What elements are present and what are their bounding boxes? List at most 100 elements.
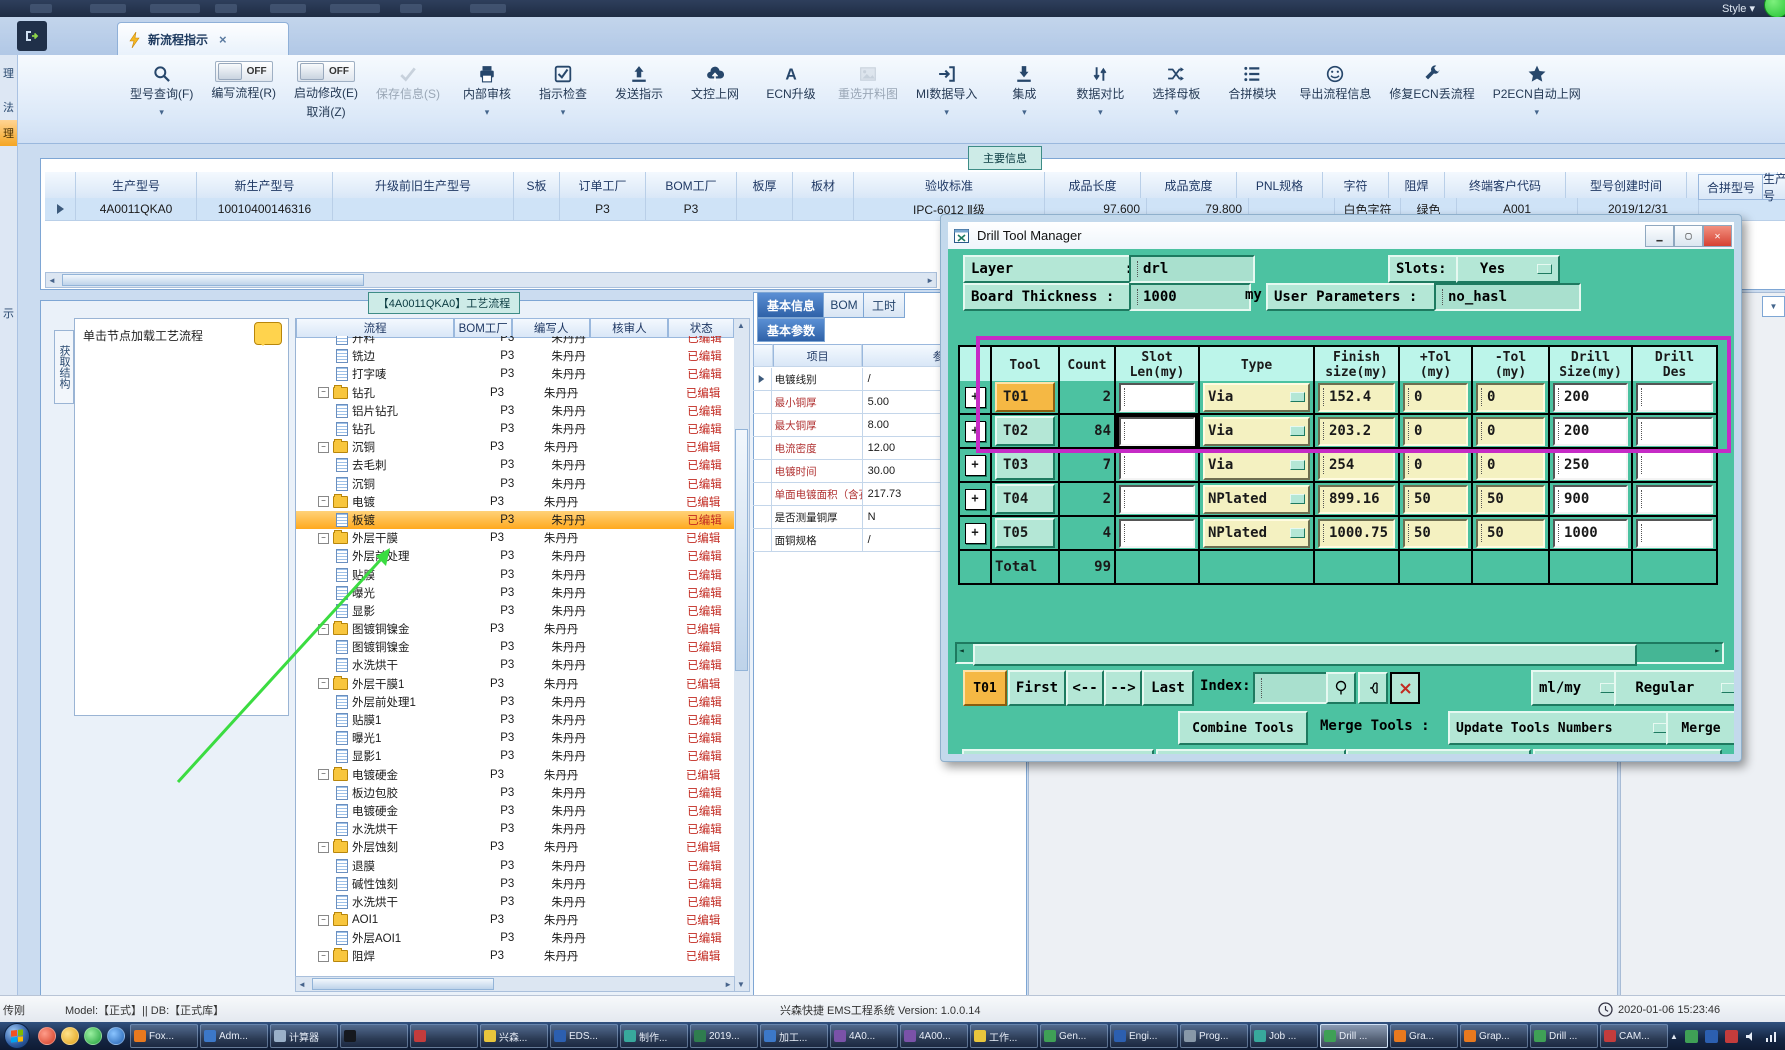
tree-row-贴膜[interactable]: 贴膜 P3 朱丹丹 已编辑	[296, 565, 734, 583]
tree-node[interactable]: − 阻焊	[296, 947, 470, 965]
highlight-icon[interactable]	[1326, 672, 1356, 704]
apply-button[interactable]: Apply	[962, 749, 1154, 754]
tree-row-去毛刺[interactable]: 去毛刺 P3 朱丹丹 已编辑	[296, 456, 734, 474]
drill-des-input[interactable]	[1636, 416, 1713, 446]
tree-node[interactable]: − 外层干膜	[296, 529, 470, 547]
type-select[interactable]: NPlated	[1203, 484, 1310, 514]
taskbar-button-Grap[interactable]: Grap...	[1460, 1024, 1528, 1048]
combine-tools-button[interactable]: Combine Tools	[1178, 711, 1308, 745]
side-strip-tab[interactable]: 示	[3, 308, 14, 320]
type-select[interactable]: Via	[1203, 382, 1310, 412]
minus-tol-input[interactable]: 0	[1476, 416, 1545, 446]
expand-icon[interactable]: −	[318, 623, 329, 635]
drill-size-input[interactable]: 900	[1553, 484, 1628, 514]
main-column-header[interactable]: S板	[514, 172, 560, 199]
tray-shield-icon[interactable]	[1684, 1029, 1698, 1043]
tree-node[interactable]: 曝光	[296, 584, 481, 602]
slot-len-input[interactable]	[1119, 450, 1195, 480]
calc-drills-button[interactable]: Calc Drills	[1156, 749, 1346, 754]
tree-node[interactable]: 铣边	[296, 347, 481, 365]
tree-row-图镀铜镍金[interactable]: − 图镀铜镍金 P3 朱丹丹 已编辑	[296, 620, 734, 638]
ribbon-item-文控上网[interactable]: 文控上网	[686, 61, 744, 102]
drill-des-input[interactable]	[1636, 518, 1713, 548]
main-column-header[interactable]: PNL规格	[1237, 172, 1323, 199]
tree-row-沉铜[interactable]: 沉铜 P3 朱丹丹 已编辑	[296, 475, 734, 493]
taskbar-button-Adm[interactable]: Adm...	[200, 1024, 268, 1048]
minus-tol-input[interactable]: 50	[1476, 518, 1545, 548]
ribbon-item-修复ECN丢流程[interactable]: 修复ECN丢流程	[1389, 61, 1475, 102]
expand-icon[interactable]: −	[318, 532, 329, 544]
type-select[interactable]: NPlated	[1203, 518, 1310, 548]
drill-des-input[interactable]	[1636, 484, 1713, 514]
tree-node[interactable]: 碱性蚀刻	[296, 875, 481, 893]
tree-row-退膜[interactable]: 退膜 P3 朱丹丹 已编辑	[296, 856, 734, 874]
taskbar-button-Gra[interactable]: Gra...	[1390, 1024, 1458, 1048]
tree-vscrollbar[interactable]: ▲ ▼	[733, 318, 750, 992]
taskbar-button-Drill[interactable]: Drill ...	[1530, 1024, 1598, 1048]
tree-node[interactable]: 沉铜	[296, 475, 481, 493]
slot-len-input[interactable]	[1116, 415, 1198, 447]
tree-row-钻孔[interactable]: 钻孔 P3 朱丹丹 已编辑	[296, 420, 734, 438]
drill-tool-cell[interactable]: T05	[992, 517, 1060, 551]
sidetab-get-structure[interactable]: 获取结构	[54, 330, 74, 404]
tree-row-外层蚀刻[interactable]: − 外层蚀刻 P3 朱丹丹 已编辑	[296, 838, 734, 856]
main-table-cell[interactable]: P3	[560, 198, 646, 221]
tree-row-碱性蚀刻[interactable]: 碱性蚀刻 P3 朱丹丹 已编辑	[296, 875, 734, 893]
tree-node[interactable]: 退膜	[296, 856, 481, 874]
slot-len-input[interactable]	[1119, 484, 1195, 514]
last-button[interactable]: Last	[1142, 670, 1194, 706]
taskbar-button-EDS[interactable]: EDS...	[550, 1024, 618, 1048]
drill-size-input[interactable]: 250	[1553, 450, 1628, 480]
taskbar-button[interactable]	[410, 1024, 478, 1048]
tree-row-铣边[interactable]: 铣边 P3 朱丹丹 已编辑	[296, 347, 734, 365]
main-column-header[interactable]: 新生产型号	[197, 172, 333, 199]
dialog-titlebar[interactable]: Drill Tool Manager	[948, 222, 1734, 249]
tree-row-钻孔[interactable]: − 钻孔 P3 朱丹丹 已编辑	[296, 384, 734, 402]
main-column-header[interactable]: 成品宽度	[1141, 172, 1237, 199]
expand-icon[interactable]: −	[318, 441, 329, 453]
tab-basic-params[interactable]: 基本参数	[757, 318, 825, 342]
ribbon-item-型号查询(F)[interactable]: 型号查询(F) ▾	[130, 61, 193, 118]
main-column-header[interactable]: 板厚	[737, 172, 793, 199]
tab-new-flow-instruction[interactable]: 新流程指示 ×	[117, 22, 289, 56]
tree-node[interactable]: 外层前处理1	[296, 693, 481, 711]
main-table-cell[interactable]	[333, 198, 514, 221]
ribbon-item-指示检查[interactable]: 指示检查 ▾	[534, 61, 592, 118]
board-thickness-input[interactable]: 1000	[1129, 283, 1251, 311]
tray-expand-icon[interactable]: ▲	[1670, 1031, 1678, 1041]
tree-row-开料[interactable]: 开料 P3 朱丹丹 已编辑	[296, 336, 734, 347]
merge-button[interactable]: Merge	[1666, 711, 1734, 745]
tree-node[interactable]: − AOI1	[296, 911, 470, 929]
tree-node[interactable]: − 沉铜	[296, 438, 470, 456]
expand-icon[interactable]: −	[318, 914, 329, 926]
dialog-hscrollbar[interactable]: ◄ ►	[955, 642, 1724, 666]
tree-column-header[interactable]: 编写人	[512, 318, 591, 338]
main-column-header[interactable]: 订单工厂	[560, 172, 646, 199]
expand-icon[interactable]: −	[318, 769, 329, 781]
minimize-button[interactable]: ▁	[1645, 225, 1674, 247]
add-row-icon[interactable]: +	[964, 420, 986, 442]
mode-select[interactable]: Regular	[1614, 670, 1734, 706]
snap-icon[interactable]	[1358, 672, 1388, 704]
taskbar-button-[interactable]: 制作...	[620, 1024, 688, 1048]
taskbar-button-Prog[interactable]: Prog...	[1180, 1024, 1248, 1048]
tree-row-外层干膜[interactable]: − 外层干膜 P3 朱丹丹 已编辑	[296, 529, 734, 547]
drill-size-input[interactable]: 200	[1553, 382, 1628, 412]
main-column-header[interactable]: 升级前旧生产型号	[333, 172, 514, 199]
expand-icon[interactable]: −	[318, 841, 329, 853]
main-column-header[interactable]: BOM工厂	[646, 172, 737, 199]
tree-node[interactable]: − 图镀铜镍金	[296, 620, 470, 638]
delete-icon[interactable]	[1390, 672, 1420, 704]
taskbar-button-Gen[interactable]: Gen...	[1040, 1024, 1108, 1048]
finish-size-input[interactable]: 899.16	[1318, 484, 1395, 514]
tree-hscrollbar[interactable]: ◄ ►	[295, 976, 735, 992]
side-strip-tab[interactable]: 理	[3, 68, 14, 80]
add-row-icon[interactable]: +	[964, 488, 986, 510]
taskbar-button-[interactable]: 兴森...	[480, 1024, 548, 1048]
tree-row-贴膜1[interactable]: 贴膜1 P3 朱丹丹 已编辑	[296, 711, 734, 729]
expand-icon[interactable]: −	[318, 950, 329, 962]
volume-icon[interactable]	[1745, 1030, 1758, 1043]
tree-row-电镀[interactable]: − 电镀 P3 朱丹丹 已编辑	[296, 493, 734, 511]
taskbar-button-4A00[interactable]: 4A00...	[900, 1024, 968, 1048]
side-header-prod-model[interactable]: 生产型号	[1762, 172, 1785, 203]
